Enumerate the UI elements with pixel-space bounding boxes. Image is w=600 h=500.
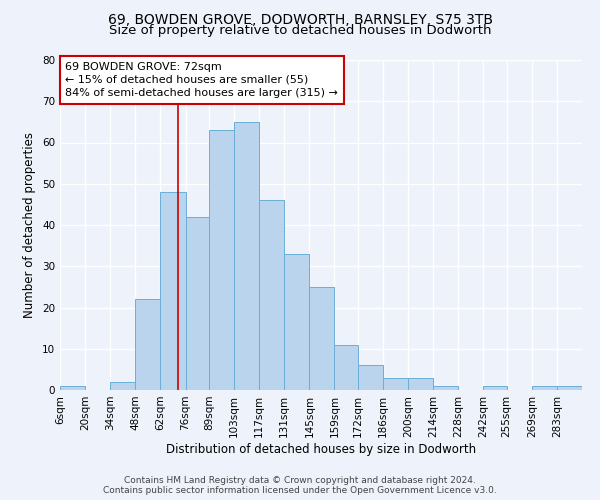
Bar [209,130,234,390]
Bar [408,378,433,390]
Bar [310,287,334,390]
Bar [60,386,85,390]
Bar [334,344,358,390]
Bar [234,122,259,390]
Text: Size of property relative to detached houses in Dodworth: Size of property relative to detached ho… [109,24,491,37]
Text: Contains HM Land Registry data © Crown copyright and database right 2024.: Contains HM Land Registry data © Crown c… [124,476,476,485]
Bar [484,386,506,390]
Bar [160,192,185,390]
Bar [358,365,383,390]
Text: 69 BOWDEN GROVE: 72sqm
← 15% of detached houses are smaller (55)
84% of semi-det: 69 BOWDEN GROVE: 72sqm ← 15% of detached… [65,62,338,98]
Text: 69, BOWDEN GROVE, DODWORTH, BARNSLEY, S75 3TB: 69, BOWDEN GROVE, DODWORTH, BARNSLEY, S7… [107,12,493,26]
Bar [259,200,284,390]
Bar [433,386,458,390]
Bar [383,378,408,390]
Bar [185,217,209,390]
Bar [110,382,136,390]
Y-axis label: Number of detached properties: Number of detached properties [23,132,37,318]
X-axis label: Distribution of detached houses by size in Dodworth: Distribution of detached houses by size … [166,442,476,456]
Bar [136,299,160,390]
Text: Contains public sector information licensed under the Open Government Licence v3: Contains public sector information licen… [103,486,497,495]
Bar [284,254,310,390]
Bar [557,386,582,390]
Bar [532,386,557,390]
